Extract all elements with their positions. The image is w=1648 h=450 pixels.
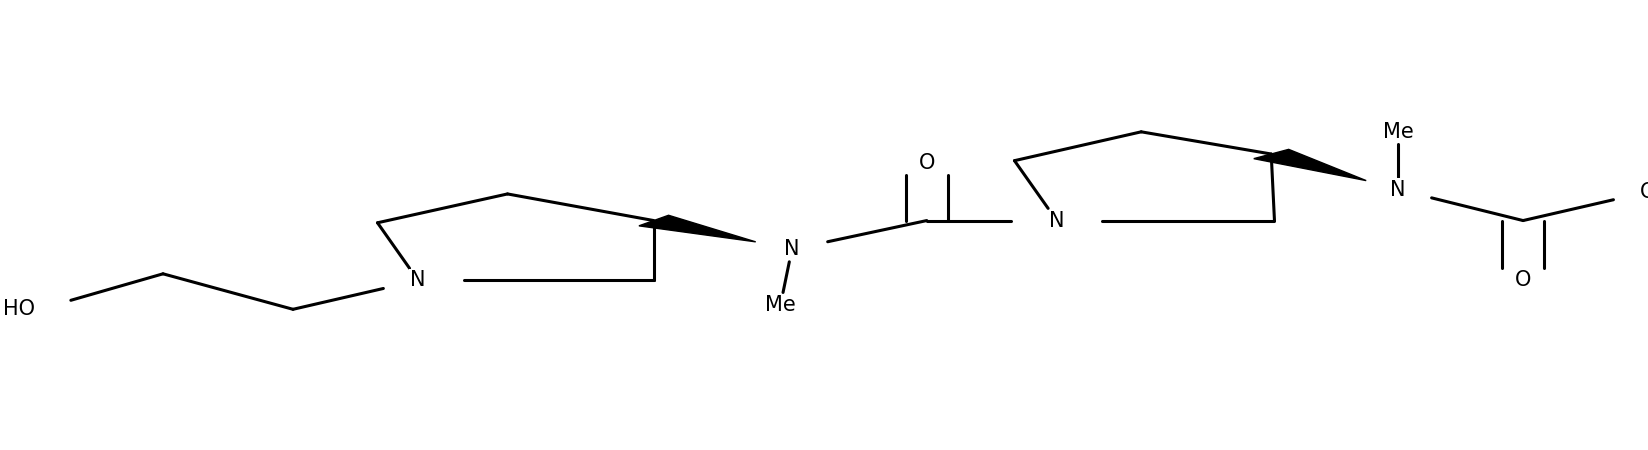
Text: N: N [1050, 211, 1065, 230]
Text: N: N [410, 270, 425, 290]
Text: O: O [918, 153, 934, 173]
Text: HO: HO [3, 299, 35, 319]
Text: Me: Me [765, 295, 796, 315]
Text: O: O [1640, 182, 1648, 202]
Text: O: O [1515, 270, 1531, 290]
Text: Me: Me [1383, 122, 1414, 142]
Polygon shape [1254, 149, 1366, 180]
Polygon shape [639, 215, 756, 242]
Text: N: N [1391, 180, 1406, 199]
Text: N: N [784, 239, 799, 259]
